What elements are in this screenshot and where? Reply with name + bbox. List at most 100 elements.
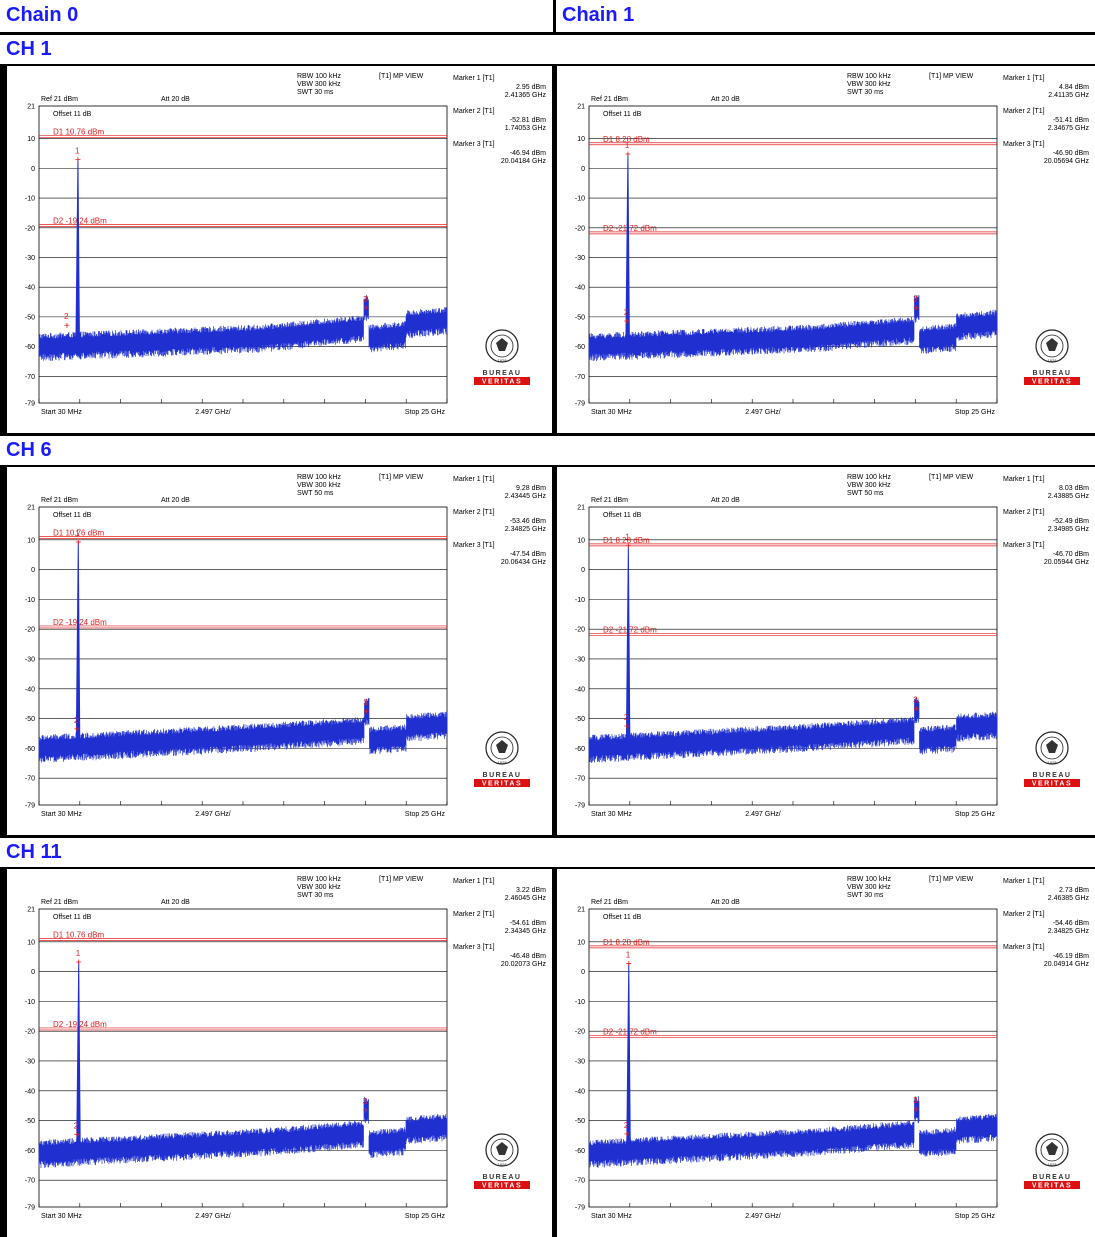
bureau-veritas-logo: 1828 BUREAU VERITAS (474, 731, 530, 788)
marker-1-frequency: 2.46385 GHz (1048, 895, 1090, 902)
attenuation-label: Att 20 dB (711, 497, 740, 504)
logo-text-veritas: VERITAS (1032, 1183, 1072, 1190)
y-tick-label: -40 (575, 1088, 585, 1095)
marker-1-readout-title: Marker 1 [T1] (1003, 476, 1045, 483)
y-tick-label: 21 (577, 505, 585, 512)
y-tick-label: 21 (27, 505, 35, 512)
marker-2-amplitude: -52.81 dBm (510, 117, 546, 124)
marker-3-label: 3 (913, 295, 918, 304)
marker-1-frequency: 2.43885 GHz (1048, 493, 1090, 500)
marker-3-readout-title: Marker 3 [T1] (453, 542, 495, 549)
marker-2-amplitude: -54.46 dBm (1053, 920, 1089, 927)
spectrum-panel-ch1-chain1: RBW 100 kHz VBW 300 kHz SWT 30 ms [T1] MP V… (557, 66, 1095, 433)
seal-year: 1828 (1048, 760, 1058, 765)
offset-label: Offset 11 dB (53, 914, 92, 921)
y-tick-label: 21 (27, 104, 35, 111)
seal-emblem (496, 338, 508, 351)
marker-2-point (624, 318, 630, 324)
marker-1-label: 1 (75, 147, 80, 156)
marker-3-frequency: 20.05694 GHz (1044, 158, 1090, 165)
marker-3-frequency: 20.02073 GHz (501, 961, 547, 968)
marker-1-point (625, 543, 631, 549)
marker-3-label: 3 (913, 696, 918, 705)
logo-text-bureau: BUREAU (1033, 370, 1072, 377)
seal-inner-ring (490, 1138, 514, 1162)
y-tick-label: -60 (575, 344, 585, 351)
y-tick-label: -50 (575, 1118, 585, 1125)
marker-1-point (75, 539, 81, 545)
view-label: [T1] MP VIEW (929, 73, 974, 80)
y-tick-label: -79 (575, 401, 585, 408)
marker-2-readout-title: Marker 2 [T1] (1003, 108, 1045, 115)
start-freq-label: Start 30 MHz (591, 409, 632, 416)
logo-red-band (1024, 779, 1080, 787)
seal-inner-ring (490, 334, 514, 358)
plot-frame (38, 506, 448, 806)
view-label: [T1] MP VIEW (379, 876, 424, 883)
y-tick-label: 10 (27, 939, 35, 946)
y-tick-label: -10 (575, 999, 585, 1006)
y-tick-label: -20 (25, 627, 35, 634)
y-tick-label: 0 (31, 166, 35, 173)
marker-1-amplitude: 3.22 dBm (516, 887, 546, 894)
bureau-veritas-logo: 1828 BUREAU VERITAS (1024, 731, 1080, 788)
vbw-label: VBW 300 kHz (297, 482, 341, 489)
rbw-label: RBW 100 kHz (297, 876, 341, 883)
marker-3-point (913, 1106, 919, 1112)
y-tick-label: -40 (25, 1088, 35, 1095)
noise-floor-trace (588, 1096, 998, 1168)
marker-3-amplitude: -46.19 dBm (1053, 953, 1089, 960)
y-tick-label: -30 (25, 1058, 35, 1065)
spectrum-panel-ch6-chain1: RBW 100 kHz VBW 300 kHz SWT 50 ms [T1] MP V… (557, 467, 1095, 835)
y-tick-label: -40 (25, 686, 35, 693)
attenuation-label: Att 20 dB (161, 96, 190, 103)
seal-emblem (1046, 740, 1058, 753)
logo-text-veritas: VERITAS (482, 379, 522, 386)
row-label-ch6: CH 6 (0, 436, 1095, 465)
marker-2-label: 2 (64, 312, 69, 321)
marker-2-amplitude: -54.61 dBm (510, 920, 546, 927)
plot-frame (38, 105, 448, 404)
marker-2-label: 2 (74, 716, 79, 725)
y-tick-label: -70 (25, 776, 35, 783)
y-tick-label: -50 (25, 314, 35, 321)
logo-red-band (474, 779, 530, 787)
marker-1-point (75, 157, 81, 163)
y-tick-label: -60 (25, 746, 35, 753)
seal-year: 1828 (1048, 358, 1058, 363)
marker-3-amplitude: -47.54 dBm (510, 551, 546, 558)
y-tick-label: -50 (25, 1118, 35, 1125)
view-label: [T1] MP VIEW (929, 876, 974, 883)
y-tick-label: -70 (25, 374, 35, 381)
y-tick-label: -10 (25, 999, 35, 1006)
y-tick-label: -30 (575, 656, 585, 663)
marker-3-frequency: 20.04914 GHz (1044, 961, 1090, 968)
y-tick-label: 0 (31, 567, 35, 574)
marker-3-point (363, 708, 369, 714)
seal-emblem (1046, 1142, 1058, 1155)
marker-1-readout-title: Marker 1 [T1] (453, 476, 495, 483)
marker-3-readout-title: Marker 3 [T1] (453, 141, 495, 148)
noise-floor-trace (38, 1096, 448, 1168)
y-tick-label: -20 (25, 1029, 35, 1036)
marker-1-point (76, 959, 82, 965)
y-tick-label: -10 (25, 597, 35, 604)
y-tick-label: -20 (575, 1029, 585, 1036)
offset-label: Offset 11 dB (603, 914, 642, 921)
y-tick-label: 21 (27, 907, 35, 914)
y-tick-label: -30 (575, 1058, 585, 1065)
y-tick-label: 10 (577, 939, 585, 946)
freq-div-label: 2.497 GHz/ (195, 811, 230, 818)
y-tick-label: 10 (27, 136, 35, 143)
y-tick-label: -60 (25, 344, 35, 351)
start-freq-label: Start 30 MHz (41, 409, 82, 416)
logo-text-veritas: VERITAS (1032, 781, 1072, 788)
d2-limit-label: D2 -19.24 dBm (53, 1020, 107, 1029)
marker-2-amplitude: -52.49 dBm (1053, 518, 1089, 525)
vbw-label: VBW 300 kHz (847, 81, 891, 88)
vbw-label: VBW 300 kHz (297, 81, 341, 88)
marker-3-point (363, 1107, 369, 1113)
bureau-veritas-logo: 1828 BUREAU VERITAS (474, 329, 530, 386)
rbw-label: RBW 100 kHz (297, 474, 341, 481)
